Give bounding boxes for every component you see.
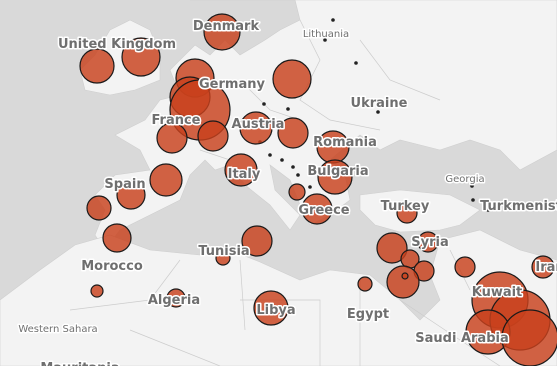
city-dot (296, 173, 300, 177)
city-dot (470, 184, 474, 188)
country-label: United Kingdom (58, 37, 176, 52)
bubble (203, 13, 241, 51)
bubble (86, 195, 112, 221)
city-dot (331, 18, 335, 22)
bubble (79, 48, 115, 84)
country-label: Kuwait (472, 285, 523, 300)
city-dot (286, 107, 290, 111)
country-label: Italy (228, 167, 261, 182)
bubble (272, 59, 312, 99)
bubble (357, 276, 373, 292)
bubble (156, 122, 188, 154)
country-label: Denmark (193, 19, 260, 34)
country-label: Algeria (148, 293, 200, 308)
country-label: Western Sahara (18, 324, 97, 335)
country-label: Austria (232, 117, 285, 132)
country-label: Georgia (445, 174, 484, 185)
country-label: Turkmenistan (480, 199, 557, 214)
country-label: Saudi Arabia (415, 331, 508, 346)
country-label: Egypt (347, 307, 389, 322)
bubble (149, 163, 183, 197)
country-label: Bulgaria (307, 164, 368, 179)
city-dots (258, 18, 507, 212)
country-label: Romania (313, 135, 377, 150)
bubble (241, 225, 273, 257)
country-label: Iran (535, 260, 557, 275)
bubble (301, 193, 333, 225)
country-label: Ukraine (351, 96, 408, 111)
bubble (454, 256, 476, 278)
city-dot (268, 153, 272, 157)
country-label: Germany (199, 77, 265, 92)
bubble (386, 265, 420, 299)
bubble (102, 223, 132, 253)
country-label: Lithuania (303, 29, 349, 40)
bubble (531, 255, 555, 279)
anatolia (359, 189, 481, 233)
bubble (215, 250, 231, 266)
country-label: Tunisia (198, 244, 249, 259)
country-label: Mauritania (40, 361, 119, 366)
bubble (253, 290, 289, 326)
city-dot (308, 185, 312, 189)
bubble (224, 153, 258, 187)
country-label: Libya (256, 303, 295, 318)
country-label: Greece (298, 203, 349, 218)
bubble (396, 202, 418, 224)
bubble (376, 232, 408, 264)
city-dot (376, 110, 380, 114)
city-dot (503, 201, 507, 205)
country-label: Morocco (81, 259, 143, 274)
bubble (417, 231, 439, 253)
europe (94, 0, 557, 251)
city-dot (486, 208, 490, 212)
country-label: Spain (104, 177, 145, 192)
city-dot (354, 61, 358, 65)
city-dot (323, 38, 327, 42)
bubble (197, 120, 229, 152)
city-dot (471, 198, 475, 202)
city-dot (262, 102, 266, 106)
bubble (401, 272, 409, 280)
country-label: France (151, 113, 200, 128)
bubbles (79, 13, 557, 366)
labels: United Kingdom Denmark Lithuania Germany Ukr… (17, 18, 557, 366)
bubble (317, 159, 353, 195)
bubble (90, 284, 104, 298)
bubble (288, 183, 306, 201)
bubble (501, 309, 557, 366)
bubble (166, 288, 186, 308)
bubble (277, 117, 309, 149)
country-label: Syria (411, 235, 448, 250)
bubble (116, 180, 146, 210)
city-dot (291, 165, 295, 169)
bubble (239, 111, 273, 145)
bubble (121, 37, 161, 77)
city-dot (280, 158, 284, 162)
country-label: Turkey (381, 199, 430, 214)
